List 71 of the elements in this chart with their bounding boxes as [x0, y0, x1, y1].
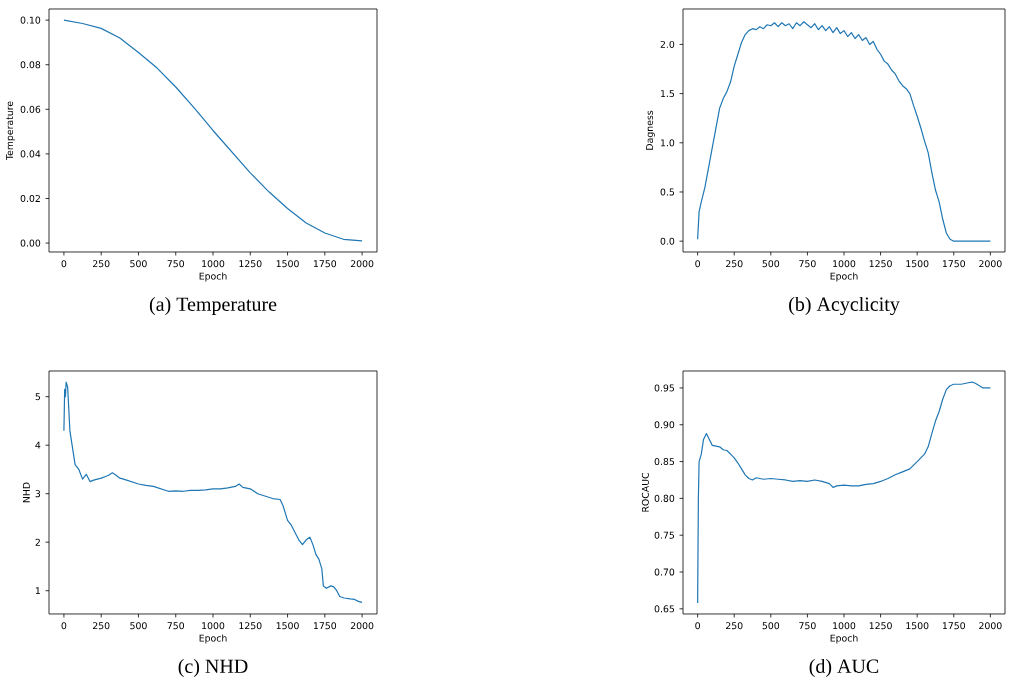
y-tick-label: 0.06 [20, 105, 41, 113]
y-tick-label: 0.75 [654, 531, 675, 539]
y-tick-label: 0.10 [20, 16, 41, 24]
x-tick-label: 500 [130, 260, 147, 268]
x-tick-label: 0 [695, 260, 700, 268]
x-tick-label: 250 [726, 622, 743, 630]
x-tick-label: 1750 [942, 622, 966, 630]
x-tick-label: 1250 [239, 260, 262, 268]
x-tick-label: 1250 [869, 260, 892, 268]
y-tick-label: 1.5 [661, 90, 675, 98]
x-tick-label: 1000 [202, 260, 225, 268]
x-tick-label: 1000 [833, 622, 856, 630]
text: (b) Acyclicity [789, 296, 900, 316]
y-tick-label: 0.04 [20, 150, 41, 158]
x-tick-label: 1000 [833, 260, 856, 268]
y-tick-label: 0.85 [654, 458, 675, 466]
x-axis-title: Epoch [830, 272, 858, 282]
text: (c) NHD [178, 658, 248, 678]
x-tick-label: 0 [695, 622, 700, 630]
x-tick-label: 2000 [979, 260, 1002, 268]
y-tick-label: 0.5 [660, 188, 675, 196]
x-tick-label: 1500 [906, 260, 929, 268]
x-tick-label: 1750 [313, 260, 337, 268]
y-tick-label: 0.08 [20, 61, 41, 69]
x-tick-label: 750 [167, 260, 185, 268]
y-tick-label: 2.0 [660, 40, 675, 48]
x-tick-label: 250 [92, 622, 110, 630]
x-tick-label: 1250 [239, 622, 262, 630]
x-tick-label: 2000 [350, 260, 374, 268]
x-tick-label: 2000 [350, 622, 374, 630]
y-axis-title: Dagness [646, 110, 655, 150]
y-axis-title: ROCAUC [641, 472, 649, 512]
y-tick-label: 0.80 [654, 494, 675, 502]
x-tick-label: 750 [799, 260, 816, 268]
x-axis-title: Epoch [199, 634, 227, 644]
y-tick-label: 2 [35, 538, 40, 546]
y-tick-label: 4 [35, 441, 41, 449]
y-axis-title: NHD [22, 482, 30, 503]
y-tick-label: 0.90 [654, 421, 675, 429]
x-tick-label: 250 [726, 260, 743, 268]
y-tick-label: 3 [35, 490, 41, 498]
x-tick-label: 1250 [869, 622, 892, 630]
x-tick-label: 0 [61, 260, 67, 268]
y-tick-label: 1 [35, 587, 40, 595]
x-tick-label: 250 [92, 260, 110, 268]
x-axis-title: Epoch [199, 272, 227, 282]
y-tick-label: 1.0 [661, 139, 675, 147]
x-tick-label: 750 [799, 622, 816, 630]
x-tick-label: 1750 [942, 260, 966, 268]
text: (a) Temperature [149, 296, 277, 316]
x-axis-title: Epoch [830, 634, 858, 644]
x-tick-label: 500 [762, 622, 780, 630]
x-tick-label: 500 [762, 260, 780, 268]
x-tick-label: 2000 [979, 622, 1002, 630]
x-tick-label: 750 [167, 622, 185, 630]
x-tick-label: 1500 [276, 260, 299, 268]
x-tick-label: 500 [130, 622, 147, 630]
y-tick-label: 0.00 [20, 239, 41, 247]
x-tick-label: 1000 [202, 622, 225, 630]
y-tick-label: 0.02 [20, 194, 40, 203]
y-tick-label: 0.0 [660, 237, 675, 245]
x-tick-label: 1500 [276, 622, 299, 630]
y-tick-label: 0.65 [654, 605, 675, 613]
y-tick-label: 0.70 [654, 568, 675, 576]
y-axis-title: Temperature [6, 101, 15, 161]
text: (d) AUC [809, 658, 879, 678]
y-tick-label: 0.95 [654, 384, 675, 392]
y-tick-label: 5 [35, 393, 41, 401]
x-tick-label: 1750 [313, 622, 337, 630]
x-tick-label: 0 [61, 622, 67, 630]
x-tick-label: 1500 [906, 622, 929, 630]
